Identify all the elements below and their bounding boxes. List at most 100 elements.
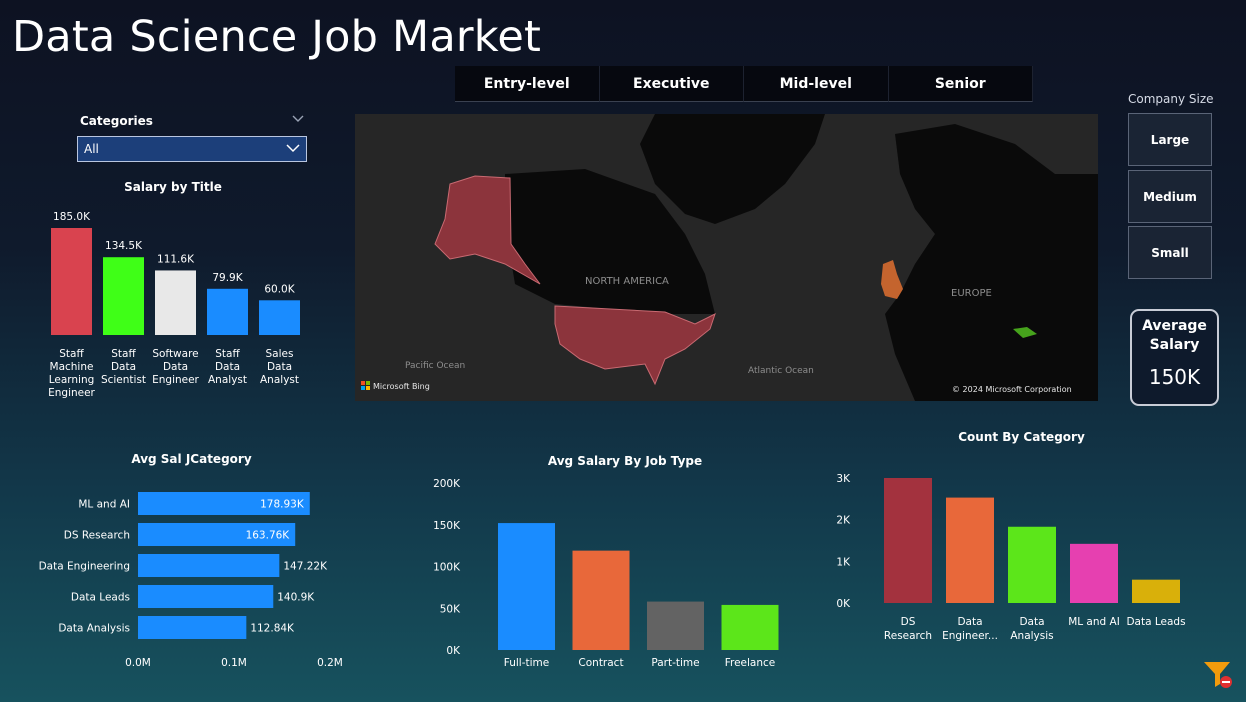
count-category-label-0-0: DS [901,616,916,628]
avg-salary-by-job-type-chart: 0K 50K 100K 150K 200K Full-time Contract Part-t… [433,478,779,669]
count-category-label-2-1: Analysis [1010,630,1053,642]
salary-title-category-label-4-0: Sales [266,348,294,360]
greenland-shape [640,114,825,224]
map-label-atlantic: Atlantic Ocean [748,366,814,376]
count-y-tick-0: 0K [836,598,851,610]
company-size-large-button[interactable]: Large [1128,113,1212,166]
jcategory-category-label-3: Data Leads [71,592,130,604]
salary-title-category-label-2-2: Engineer [152,374,199,386]
salary-title-data-label-3: 79.9K [212,272,243,284]
filter-clear-icon[interactable] [1202,660,1236,694]
salary-title-category-label-3-1: Data [215,361,240,373]
count-category-label-2-0: Data [1019,616,1044,628]
jobtype-y-tick-2: 100K [433,562,461,574]
experience-level-slicer: Entry-level Executive Mid-level Senior [455,66,1033,102]
count-bar-4 [1132,579,1180,603]
jcategory-category-label-4: Data Analysis [58,623,130,635]
categories-selected-value: All [84,142,99,156]
map-label-pacific: Pacific Ocean [405,361,465,371]
company-size-label: Company Size [1128,92,1214,106]
jobtype-category-label-1: Contract [578,657,623,669]
tab-mid-level[interactable]: Mid-level [744,66,889,102]
map-copyright: © 2024 Microsoft Corporation [952,385,1072,394]
avg-sal-jcategory-title: Avg Sal JCategory [131,452,252,466]
salary-title-bar-1 [103,257,144,335]
salary-map[interactable]: NORTH AMERICA EUROPE Pacific Ocean Atlan… [355,114,1098,401]
tab-entry-level[interactable]: Entry-level [455,66,600,102]
salary-title-category-label-1-2: Scientist [101,374,146,386]
page-title: Data Science Job Market [12,12,542,62]
salary-title-category-label-0-2: Learning [49,374,95,386]
jcategory-bar-1 [138,523,296,546]
jobtype-bar-3 [721,604,779,650]
jcategory-data-label-0: 178.93K [260,499,305,511]
salary-title-category-label-1-0: Staff [111,348,136,360]
categories-dropdown[interactable]: All [77,136,307,162]
salary-title-bar-2 [155,270,196,335]
jcategory-data-label-2: 147.22K [283,561,328,573]
chevron-down-icon [286,142,300,156]
jobtype-bar-2 [647,601,704,650]
jcategory-bar-0 [138,492,310,515]
tab-executive[interactable]: Executive [599,66,744,102]
map-label-north-america: NORTH AMERICA [585,276,669,287]
salary-title-category-label-1-1: Data [111,361,136,373]
jcategory-category-label-2: Data Engineering [39,561,130,573]
company-size-medium-button[interactable]: Medium [1128,170,1212,223]
salary-title-category-label-2-1: Data [163,361,188,373]
jcategory-data-label-4: 112.84K [250,623,295,635]
jobtype-y-tick-0: 0K [446,645,461,657]
count-bar-3 [1070,543,1118,603]
salary-title-bar-4 [259,300,300,335]
count-y-tick-3: 3K [836,473,851,485]
map-label-europe: EUROPE [951,288,992,299]
categories-label: Categories [80,114,153,128]
salary-title-category-label-4-1: Data [267,361,292,373]
avg-sal-jcategory-chart: ML and AI 178.93K DS Research 163.76K Data E… [39,492,343,669]
uk-shape [881,260,903,299]
count-category-label-1-0: Data [957,616,982,628]
europe-shape [885,124,1098,401]
jobtype-bar-1 [572,550,630,650]
salary-title-category-label-3-0: Staff [215,348,240,360]
salary-title-category-label-2-0: Software [152,348,198,360]
count-category-label-1-1: Engineer... [942,630,998,642]
jcategory-category-label-1: DS Research [64,530,130,542]
average-salary-value: 150K [1148,365,1201,389]
jcategory-x-tick-2: 0.2M [317,657,343,669]
tab-senior[interactable]: Senior [888,66,1033,102]
count-by-category-chart: 0K 1K 2K 3K DS Research Data Engineer... Data Ana… [836,473,1185,642]
georgia-shape [1013,327,1037,338]
count-bar-2 [1008,526,1056,603]
count-category-label-4-0: Data Leads [1126,616,1185,628]
jobtype-category-label-3: Freelance [725,657,776,669]
jobtype-y-tick-4: 200K [433,478,461,490]
count-category-label-0-1: Research [884,630,932,642]
jobtype-category-label-0: Full-time [504,657,549,669]
jcategory-x-tick-1: 0.1M [221,657,247,669]
count-bar-0 [884,478,932,603]
salary-title-category-label-3-2: Analyst [208,374,247,386]
jcategory-x-tick-0: 0.0M [125,657,151,669]
count-y-tick-2: 2K [836,515,851,527]
jobtype-y-tick-1: 50K [440,603,461,615]
salary-title-bar-3 [207,288,248,335]
salary-title-data-label-2: 111.6K [157,253,195,265]
jcategory-category-label-0: ML and AI [78,499,130,511]
canada-shape [505,169,715,314]
count-by-category-title: Count By Category [958,430,1085,444]
usa-shape [554,305,716,386]
salary-title-data-label-4: 60.0K [264,283,295,295]
salary-title-category-label-4-2: Analyst [260,374,299,386]
count-y-tick-1: 1K [836,556,851,568]
categories-collapse-chevron-icon[interactable] [292,112,304,126]
company-size-small-button[interactable]: Small [1128,226,1212,279]
count-bar-1 [946,497,994,603]
jcategory-bar-4 [138,616,247,639]
jobtype-category-label-2: Part-time [651,657,699,669]
jcategory-bar-3 [138,585,274,608]
average-salary-card: Average Salary 150K [1130,309,1219,406]
salary-by-title-title: Salary by Title [124,180,222,194]
jcategory-data-label-1: 163.76K [246,530,291,542]
salary-title-category-label-0-3: Engineer [48,387,95,399]
